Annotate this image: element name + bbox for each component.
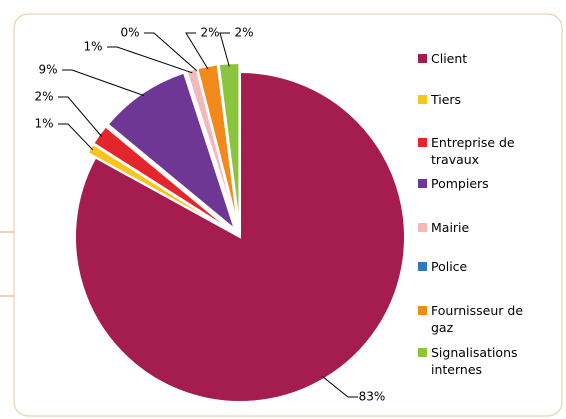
legend-label: Entreprise de travaux — [431, 135, 515, 167]
legend-item: Fournisseur de gaz — [418, 302, 531, 336]
leader-line — [62, 69, 145, 97]
data-label: 83% — [359, 390, 386, 404]
leader-line — [107, 46, 193, 74]
legend-label: Mairie — [431, 220, 470, 235]
data-label: 0% — [120, 26, 139, 40]
pie-slice — [106, 71, 237, 233]
pie-slice — [74, 70, 406, 403]
legend-swatch — [418, 223, 427, 232]
legend-label: Signalisations internes — [431, 345, 518, 377]
legend-swatch — [418, 348, 427, 357]
legend-item: Mairie — [418, 219, 551, 236]
legend-swatch — [418, 54, 427, 63]
legend-label: Fournisseur de gaz — [431, 303, 524, 335]
legend-item: Police — [418, 258, 551, 275]
pie-slice — [92, 125, 234, 233]
legend-swatch — [418, 95, 427, 104]
legend-label: Pompiers — [431, 176, 489, 191]
pie-slice — [217, 62, 241, 229]
legend-swatch — [418, 138, 427, 147]
legend-label: Client — [431, 51, 468, 66]
leader-line — [219, 32, 230, 67]
data-label: 1% — [83, 40, 102, 54]
chart-border — [13, 13, 563, 417]
legend-label: Police — [431, 259, 468, 274]
leader-line — [58, 123, 94, 151]
legend-item: Entreprise de travaux — [418, 134, 531, 168]
legend-item: Tiers — [418, 91, 551, 108]
data-label: 2% — [200, 26, 219, 40]
data-label: 9% — [38, 63, 57, 77]
legend-swatch — [418, 306, 427, 315]
legend-item: Client — [418, 50, 551, 67]
data-label: 2% — [234, 26, 253, 40]
pie-slice — [196, 63, 240, 229]
legend-label: Tiers — [431, 92, 462, 107]
leader-line — [144, 32, 198, 72]
legend-item: Signalisations internes — [418, 344, 551, 378]
legend-swatch — [418, 262, 427, 271]
data-label: 1% — [34, 117, 53, 131]
leader-line — [185, 32, 209, 70]
leader-line — [322, 376, 358, 398]
legend-item: Pompiers — [418, 175, 551, 192]
legend-swatch — [418, 179, 427, 188]
leader-line — [58, 96, 103, 137]
data-label: 2% — [34, 90, 53, 104]
